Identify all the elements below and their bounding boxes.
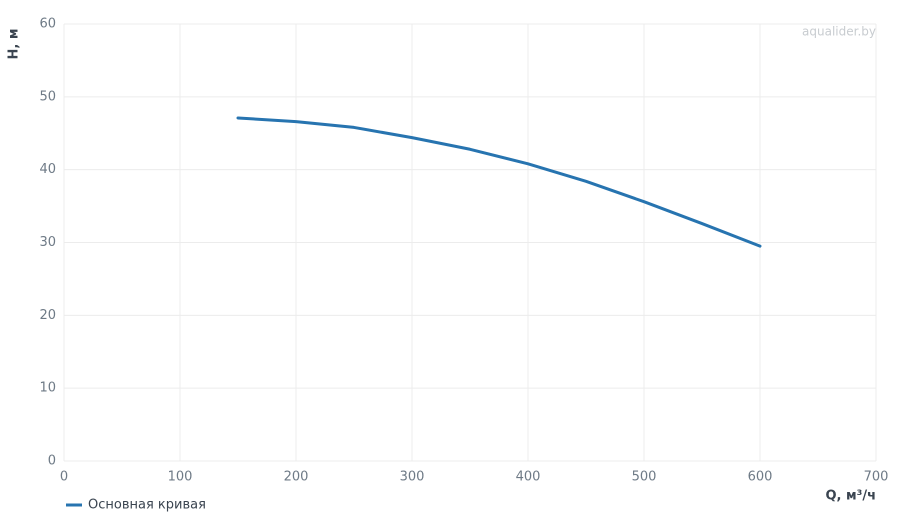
y-tick-label: 20 [39, 308, 56, 323]
x-tick-label: 300 [400, 470, 425, 485]
y-axis-title: H, м [7, 29, 22, 60]
x-axis-title: Q, м³/ч [825, 489, 876, 504]
x-tick-label: 400 [516, 470, 541, 485]
x-tick-label: 0 [60, 470, 68, 485]
x-tick-label: 100 [168, 470, 193, 485]
legend-label: Основная кривая [88, 498, 206, 513]
x-tick-label: 600 [748, 470, 773, 485]
y-tick-label: 60 [39, 17, 56, 32]
x-tick-label: 500 [632, 470, 657, 485]
x-tick-label: 700 [864, 470, 889, 485]
y-tick-label: 50 [39, 89, 56, 104]
y-tick-label: 0 [48, 454, 56, 469]
y-tick-label: 10 [39, 381, 56, 396]
x-tick-label: 200 [284, 470, 309, 485]
series-line [236, 116, 762, 248]
watermark: aqualider.by [802, 25, 876, 39]
y-tick-label: 30 [39, 235, 56, 250]
y-tick-label: 40 [39, 162, 56, 177]
